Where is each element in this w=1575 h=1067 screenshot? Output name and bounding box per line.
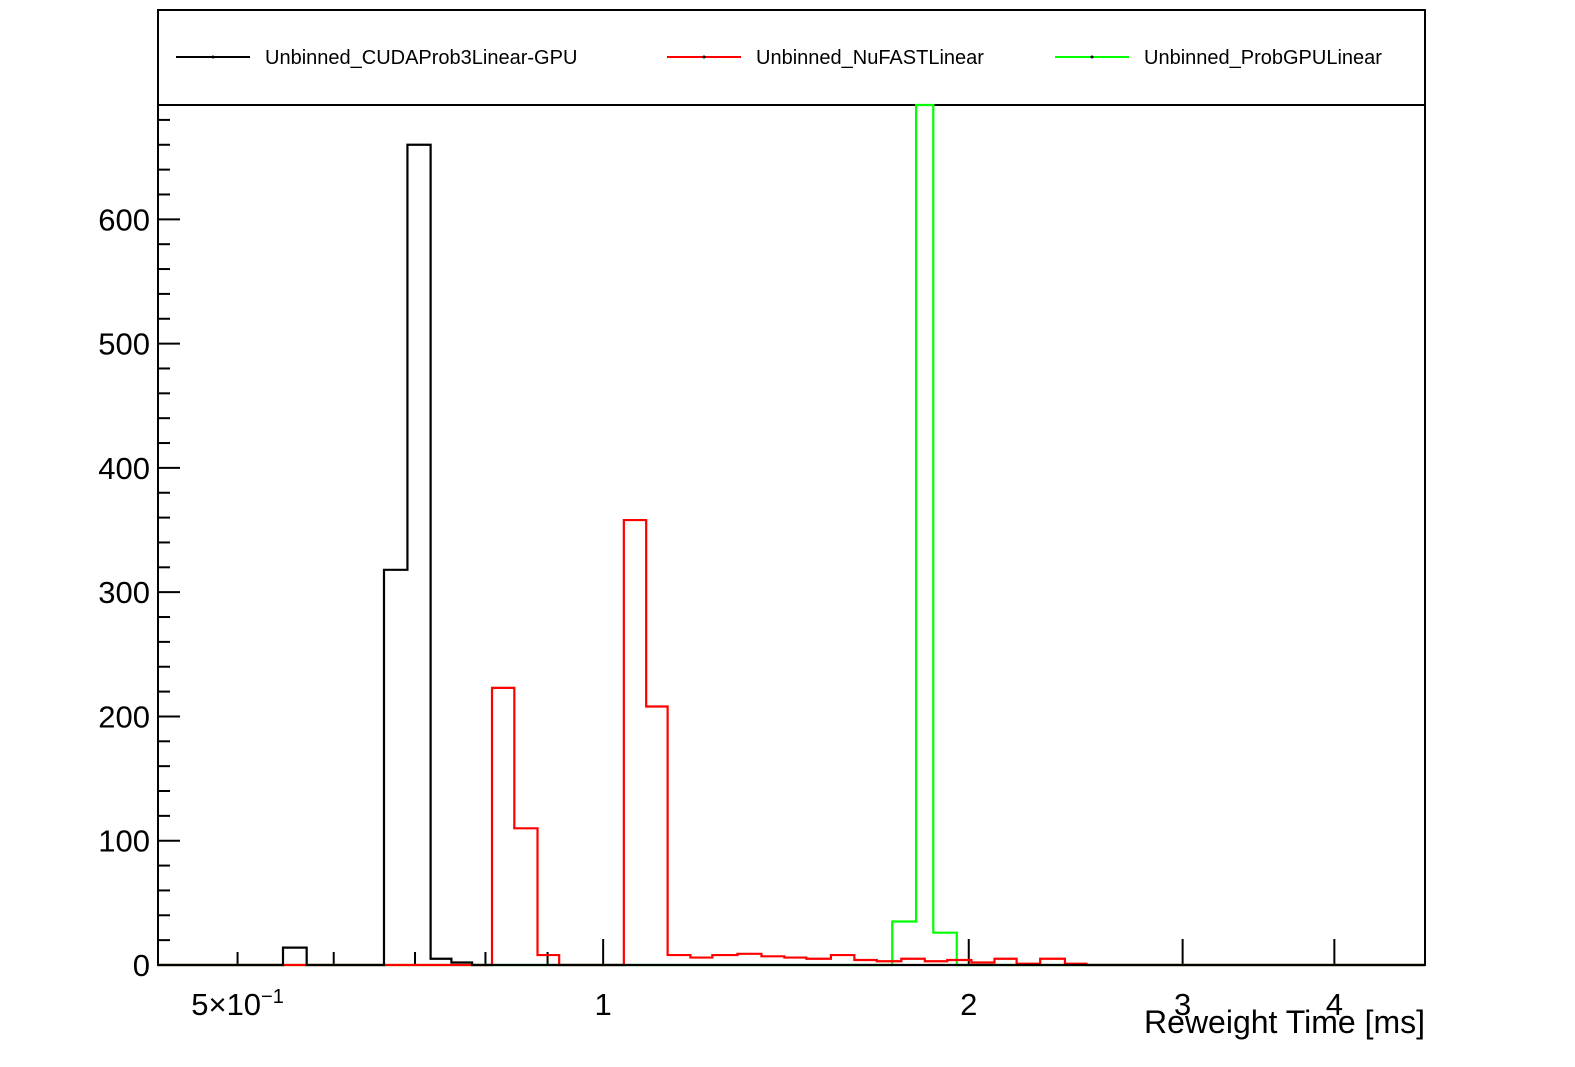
x-tick-label: 5×10−1 — [191, 986, 284, 1022]
x-tick-label: 1 — [595, 987, 612, 1022]
x-tick-label: 2 — [960, 987, 977, 1022]
legend-label: Unbinned_NuFAST​Linear — [756, 47, 984, 69]
legend-label: Unbinned_ProbGPULinear — [1144, 47, 1382, 69]
legend-marker — [702, 55, 706, 59]
series-line — [158, 143, 1425, 967]
y-tick-label: 500 — [98, 327, 150, 362]
x-axis-title: Reweight Time [ms] — [1144, 1004, 1425, 1040]
y-tick-label: 600 — [98, 202, 150, 237]
y-tick-label: 300 — [98, 575, 150, 610]
x-tick-label: 4 — [1326, 987, 1343, 1022]
legend: Unbinned_CUDAProb3Linear-GPU Unbinned_NuF… — [176, 47, 1382, 69]
y-tick-label: 0 — [133, 948, 150, 983]
series-layer — [158, 103, 1425, 967]
legend-label: Unbinned_CUDAProb3Linear-GPU — [265, 47, 577, 69]
x-tick-label: 3 — [1174, 987, 1191, 1022]
y-axis: 0 100 200 300 400 500 600 — [98, 118, 180, 983]
legend-marker — [211, 55, 215, 59]
y-tick-label: 400 — [98, 451, 150, 486]
y-tick-label: 200 — [98, 699, 150, 734]
x-axis: 5×10−1 1 2 3 4 — [191, 939, 1343, 1022]
legend-marker — [1090, 55, 1094, 59]
series-line — [158, 518, 1425, 967]
series-line — [158, 103, 1425, 967]
y-tick-label: 100 — [98, 824, 150, 859]
plot-frame — [157, 9, 1426, 966]
